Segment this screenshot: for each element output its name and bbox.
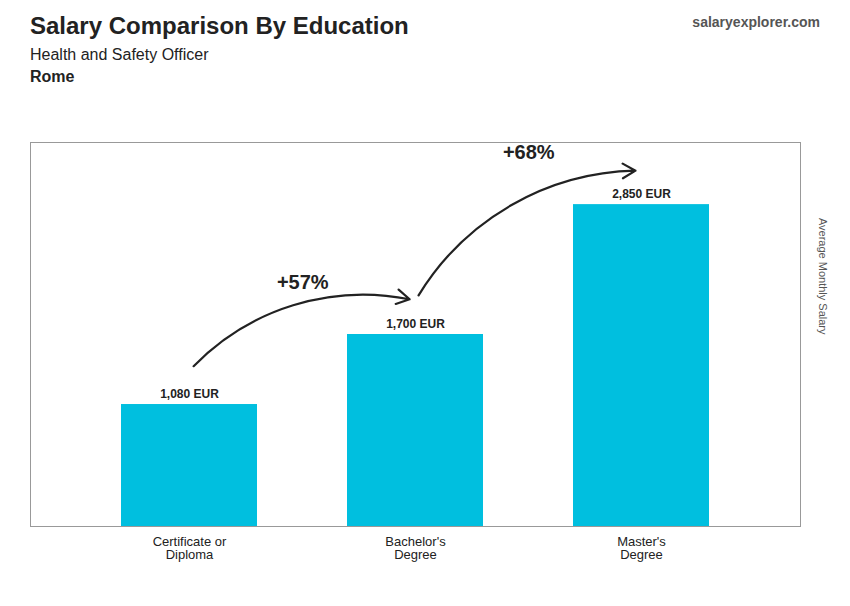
svg-text:Average Monthly Salary: Average Monthly Salary (817, 218, 829, 335)
html-text:Salary Comparison By Education: Salary Comparison By Education (30, 12, 409, 39)
html-text:salaryexplorer.com: salaryexplorer.com (692, 14, 820, 30)
svg-text:2,850 EUR: 2,850 EUR (612, 187, 671, 201)
svg-text:+57%: +57% (277, 271, 329, 293)
svg-text:Certificate orDiploma: Certificate orDiploma (153, 534, 227, 562)
html-text:Rome: Rome (30, 68, 75, 85)
svg-text:1,700 EUR: 1,700 EUR (386, 317, 445, 331)
svg-text:1,080 EUR: 1,080 EUR (160, 387, 219, 401)
svg-text:+68%: +68% (503, 141, 555, 163)
svg-text:Bachelor'sDegree: Bachelor'sDegree (385, 534, 446, 562)
svg-text:Master'sDegree: Master'sDegree (617, 534, 666, 562)
html-text:Health and Safety Officer: Health and Safety Officer (30, 46, 209, 63)
